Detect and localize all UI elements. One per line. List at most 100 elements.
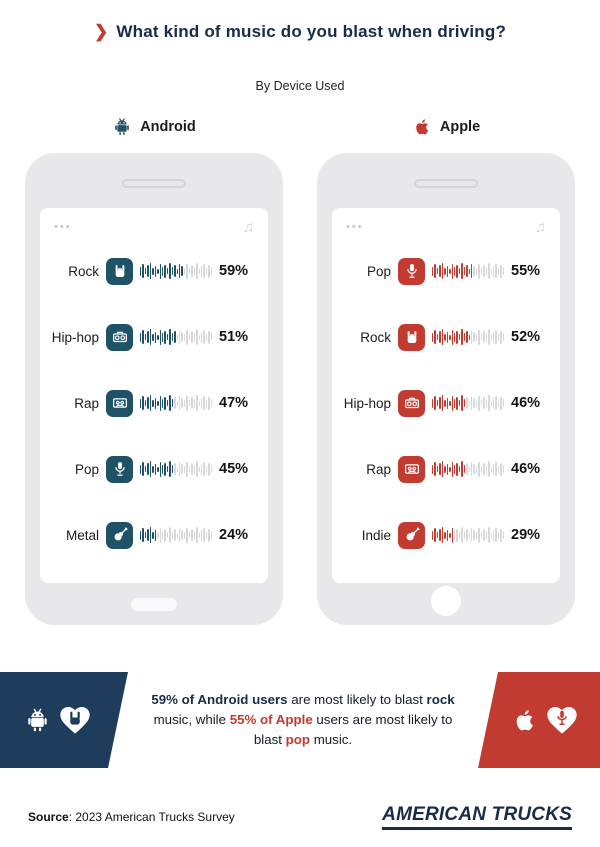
genre-row: Indie 29% <box>343 521 549 549</box>
source-rest: : 2023 American Trucks Survey <box>68 810 235 824</box>
genre-row: Pop 45% <box>51 455 257 483</box>
screen-top-bar: ••• ♫ <box>51 218 257 236</box>
microphone-icon <box>106 455 133 483</box>
android-robot-icon <box>24 707 51 734</box>
home-button <box>131 598 177 611</box>
music-note-icon: ♫ <box>242 218 254 236</box>
genre-percent: 24% <box>219 527 249 543</box>
android-robot-icon <box>112 116 132 138</box>
subtitle: By Device Used <box>255 79 345 93</box>
device-name-android: Android <box>140 119 196 135</box>
music-note-icon: ♫ <box>534 218 546 236</box>
equalizer-bars <box>140 327 212 347</box>
page-title-text: What kind of music do you blast when dri… <box>116 22 507 41</box>
genre-row: Metal 24% <box>51 521 257 549</box>
genre-row: Pop 55% <box>343 257 549 285</box>
banner-text-part: users are most likely to blast <box>253 712 453 747</box>
source-label: Source <box>28 810 69 824</box>
genre-label: Hip-hop <box>343 395 391 411</box>
genre-label: Rock <box>360 329 391 345</box>
boombox-icon <box>398 389 425 417</box>
guitar-icon <box>398 521 425 549</box>
banner-text-highlight: 59% of Android users <box>151 692 288 708</box>
genre-percent: 47% <box>219 395 249 411</box>
banner-android-block <box>0 672 128 768</box>
genre-list-android: Rock 59% Hip-hop 51% Rap 47% Pop 45% Metal 24% <box>51 236 257 576</box>
home-button <box>431 586 461 616</box>
genre-label: Pop <box>74 461 99 477</box>
banner-text: 59% of Android users are most likely to … <box>138 672 468 768</box>
equalizer-bars <box>140 261 212 281</box>
microphone-icon <box>398 257 425 285</box>
apple-phone-frame: ••• ♫ Pop 55% Rock 52% Hip-hop 46% Rap 46% Indie… <box>317 153 575 625</box>
banner-text-highlight: pop <box>285 731 311 747</box>
title-arrow-icon: ❯ <box>93 22 109 41</box>
genre-percent: 46% <box>511 395 541 411</box>
genre-row: Hip-hop 46% <box>343 389 549 417</box>
apple-screen: ••• ♫ Pop 55% Rock 52% Hip-hop 46% Rap 46% Indie… <box>332 208 560 583</box>
genre-label: Rap <box>366 461 391 477</box>
genre-row: Rap 46% <box>343 455 549 483</box>
android-screen: ••• ♫ Rock 59% Hip-hop 51% Rap 47% Pop 45% Metal… <box>40 208 268 583</box>
apple-column: Apple ••• ♫ Pop 55% Rock 52% Hip-hop 46% Rap 46… <box>317 110 575 625</box>
heart-rock-hand-icon <box>57 702 93 738</box>
banner-text-highlight: 55% of Apple <box>229 712 313 728</box>
page-title: ❯ What kind of music do you blast when dr… <box>0 22 600 42</box>
genre-percent: 46% <box>511 461 541 477</box>
phone-speaker <box>414 179 478 188</box>
genre-label: Indie <box>361 527 391 543</box>
apple-logo-icon <box>412 116 432 138</box>
phone-columns: Android ••• ♫ Rock 59% Hip-hop 51% Rap 47% Pop… <box>25 110 575 625</box>
summary-banner: 59% of Android users are most likely to … <box>0 672 600 768</box>
source-text: Source: 2023 American Trucks Survey <box>28 810 235 824</box>
cassette-icon <box>398 455 425 483</box>
android-column: Android ••• ♫ Rock 59% Hip-hop 51% Rap 47% Pop… <box>25 110 283 625</box>
heart-microphone-icon <box>544 702 580 738</box>
equalizer-bars <box>432 327 504 347</box>
genre-percent: 55% <box>511 263 541 279</box>
genre-list-apple: Pop 55% Rock 52% Hip-hop 46% Rap 46% Indie 29% <box>343 236 549 576</box>
boombox-icon <box>106 323 133 351</box>
footer: Source: 2023 American Trucks Survey AMER… <box>28 804 572 830</box>
genre-label: Rap <box>74 395 99 411</box>
equalizer-bars <box>140 393 212 413</box>
equalizer-bars <box>140 525 212 545</box>
equalizer-bars <box>432 261 504 281</box>
genre-label: Metal <box>65 527 99 543</box>
genre-label: Rock <box>68 263 99 279</box>
guitar-icon <box>106 521 133 549</box>
genre-percent: 52% <box>511 329 541 345</box>
genre-row: Rap 47% <box>51 389 257 417</box>
banner-text-part: music. <box>310 731 353 747</box>
rock-hand-icon <box>398 323 425 351</box>
screen-top-bar: ••• ♫ <box>343 218 549 236</box>
apple-logo-icon <box>511 707 538 734</box>
genre-percent: 29% <box>511 527 541 543</box>
equalizer-bars <box>432 525 504 545</box>
android-phone-frame: ••• ♫ Rock 59% Hip-hop 51% Rap 47% Pop 45% Metal… <box>25 153 283 625</box>
genre-label: Hip-hop <box>51 329 99 345</box>
equalizer-bars <box>140 459 212 479</box>
banner-text-highlight: rock <box>426 692 455 708</box>
genre-percent: 59% <box>219 263 249 279</box>
device-header-android: Android <box>112 110 196 144</box>
brand-logo: AMERICAN TRUCKS <box>382 804 572 830</box>
device-name-apple: Apple <box>439 119 481 135</box>
menu-dots-icon: ••• <box>54 221 72 233</box>
banner-text-part: music, while <box>153 712 230 728</box>
cassette-icon <box>106 389 133 417</box>
menu-dots-icon: ••• <box>346 221 364 233</box>
genre-percent: 51% <box>219 329 249 345</box>
equalizer-bars <box>432 459 504 479</box>
banner-apple-block <box>478 672 600 768</box>
device-header-apple: Apple <box>412 110 480 144</box>
genre-row: Rock 59% <box>51 257 257 285</box>
genre-label: Pop <box>366 263 391 279</box>
phone-speaker <box>122 179 186 188</box>
banner-text-part: are most likely to blast <box>287 692 427 708</box>
genre-row: Rock 52% <box>343 323 549 351</box>
rock-hand-icon <box>106 257 133 285</box>
genre-percent: 45% <box>219 461 249 477</box>
equalizer-bars <box>432 393 504 413</box>
